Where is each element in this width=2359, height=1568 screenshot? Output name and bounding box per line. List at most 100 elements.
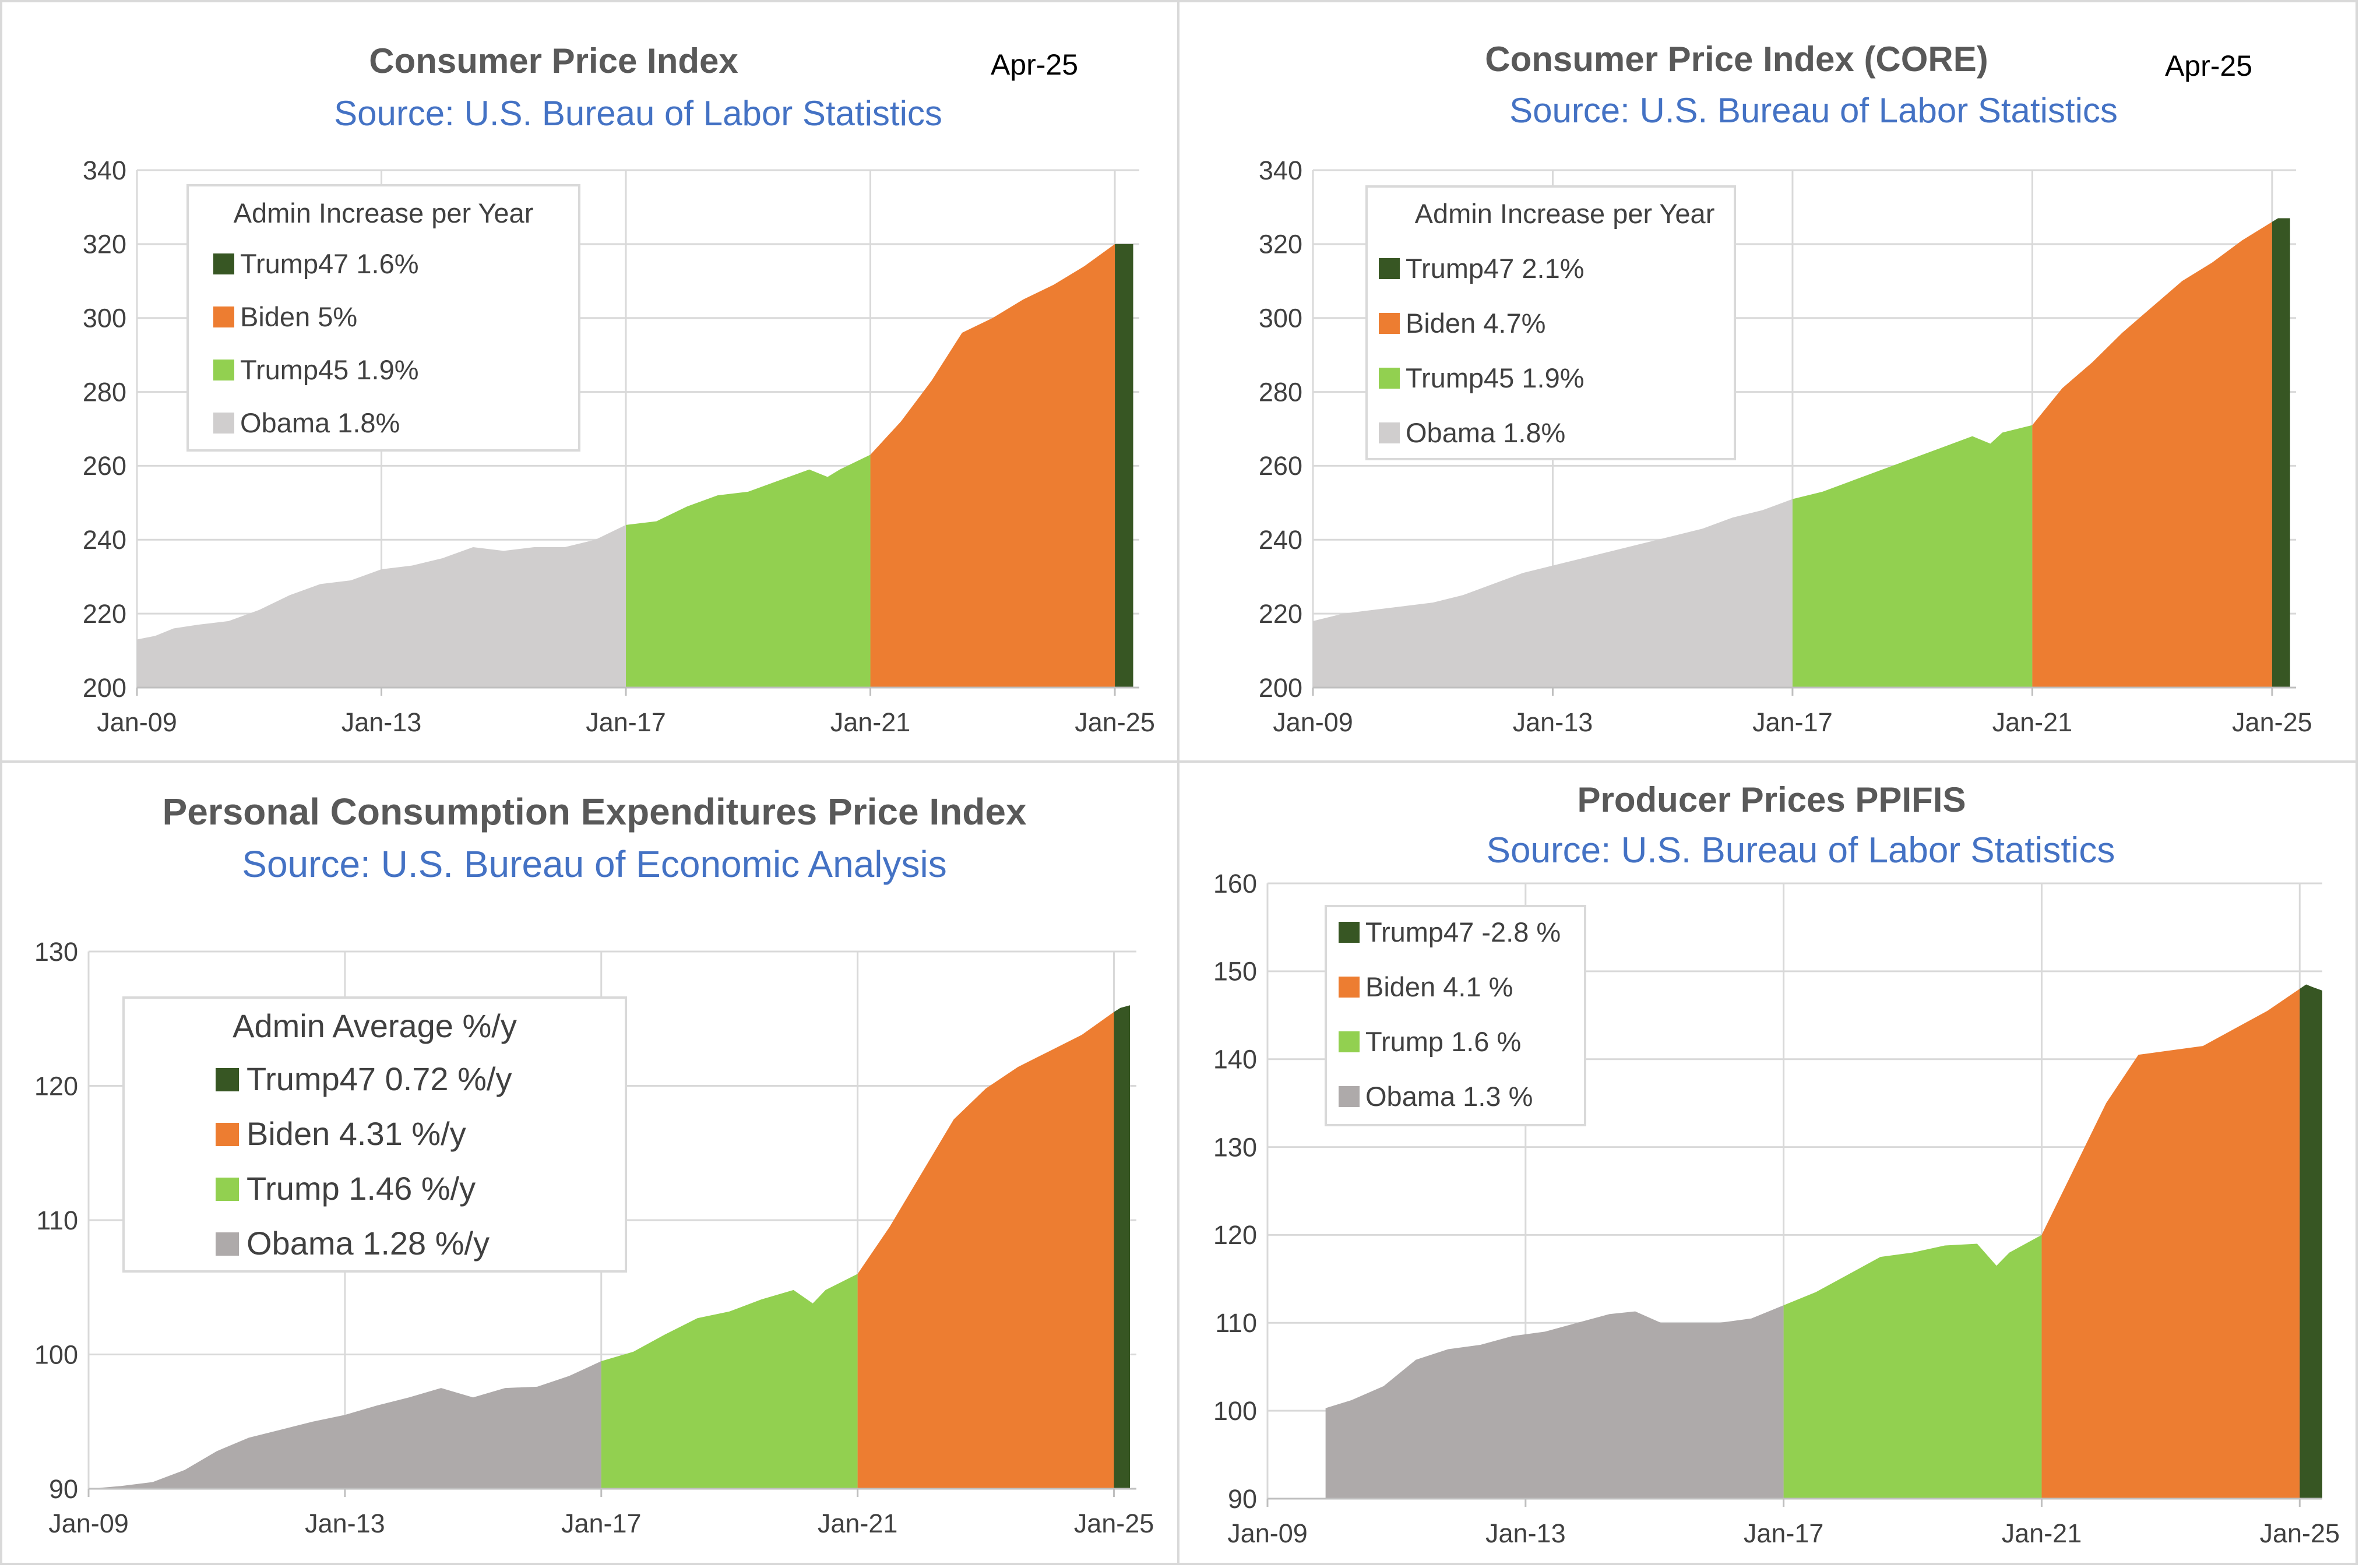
chart-panel-cpi: Consumer Price Index Apr-25 Source: U.S.… bbox=[0, 0, 1180, 763]
y-tick-label: 100 bbox=[1213, 1396, 1257, 1426]
series-area-biden bbox=[2041, 989, 2300, 1499]
legend-swatch-biden bbox=[1379, 313, 1400, 334]
legend-item-biden: Biden 4.31 %/y bbox=[247, 1115, 466, 1152]
y-tick-label: 90 bbox=[49, 1474, 78, 1504]
series-area-trump45 bbox=[1792, 425, 2033, 688]
legend-swatch-trump45 bbox=[1379, 368, 1400, 389]
series-area-trump47 bbox=[2272, 218, 2290, 688]
series-area-biden bbox=[857, 1012, 1114, 1489]
series-area-trump45 bbox=[626, 454, 871, 688]
series-area-trump bbox=[601, 1274, 858, 1489]
chart-title: Consumer Price Index bbox=[369, 41, 738, 80]
y-tick-label: 240 bbox=[83, 525, 126, 555]
series-area-trump47 bbox=[2300, 984, 2322, 1499]
legend-swatch-trump45 bbox=[213, 360, 234, 380]
series-area-trump47 bbox=[1114, 1005, 1131, 1489]
legend-box bbox=[122, 996, 627, 1273]
legend-box bbox=[186, 184, 580, 452]
y-tick-label: 200 bbox=[1259, 673, 1302, 703]
legend-item-obama: Obama 1.8% bbox=[1406, 417, 1565, 448]
y-tick-label: 150 bbox=[1213, 957, 1257, 986]
plot-area: 200 220 240 260 280 300 320 340 Jan-09 Jan-13 Jan-… bbox=[83, 156, 1155, 737]
legend-item-trump: Trump 1.46 %/y bbox=[247, 1170, 476, 1207]
chart-panel-cpi-core: Consumer Price Index (CORE) Apr-25 Sourc… bbox=[1177, 0, 2358, 763]
legend: Admin Average %/y Trump47 0.72 %/y Biden… bbox=[122, 996, 627, 1273]
legend-swatch-trump47 bbox=[1379, 258, 1400, 279]
chart-panel-pce: Personal Consumption Expenditures Price … bbox=[0, 760, 1180, 1565]
y-tick-label: 340 bbox=[83, 156, 126, 185]
series-area-trump47 bbox=[1115, 244, 1133, 688]
x-tick-label: Jan-09 bbox=[1227, 1518, 1308, 1548]
legend-title: Admin Increase per Year bbox=[1415, 198, 1715, 229]
legend-swatch-biden bbox=[213, 306, 234, 327]
legend-item-trump47: Trump47 1.6% bbox=[240, 248, 419, 279]
legend-item-obama: Obama 1.3 % bbox=[1365, 1081, 1533, 1112]
legend-swatch-biden bbox=[216, 1123, 239, 1146]
legend-swatch-trump47 bbox=[213, 253, 234, 274]
y-tick-label: 340 bbox=[1259, 156, 1302, 185]
series-area-biden bbox=[870, 244, 1115, 688]
y-tick-label: 260 bbox=[83, 451, 126, 481]
x-tick-label: Jan-13 bbox=[341, 707, 422, 737]
y-tick-label: 220 bbox=[1259, 599, 1302, 629]
series-area-obama bbox=[137, 524, 626, 688]
y-tick-label: 280 bbox=[83, 377, 126, 407]
x-tick-label: Jan-25 bbox=[1075, 707, 1155, 737]
y-tick-label: 300 bbox=[83, 303, 126, 333]
legend-item-trump45: Trump45 1.9% bbox=[240, 354, 419, 385]
y-tick-label: 220 bbox=[83, 599, 126, 629]
series-area-biden bbox=[2032, 221, 2272, 688]
chart-subtitle: Source: U.S. Bureau of Labor Statistics bbox=[334, 94, 942, 133]
x-tick-label: Jan-17 bbox=[1744, 1518, 1824, 1548]
legend: Admin Increase per Year Trump47 1.6% Bid… bbox=[186, 184, 580, 452]
legend-swatch-trump bbox=[1339, 1031, 1360, 1052]
x-tick-label: Jan-17 bbox=[586, 707, 666, 737]
plot-area: 90 100 110 120 130 140 150 160 Jan-09 Jan-13 Jan-1… bbox=[1213, 869, 2340, 1548]
x-tick-label: Jan-17 bbox=[1752, 707, 1833, 737]
x-tick-label: Jan-25 bbox=[1074, 1509, 1154, 1538]
y-tick-label: 280 bbox=[1259, 377, 1302, 407]
legend-swatch-trump bbox=[216, 1178, 239, 1201]
series-area-obama bbox=[1313, 499, 1793, 688]
legend-item-obama: Obama 1.8% bbox=[240, 407, 400, 438]
y-tick-label: 320 bbox=[83, 230, 126, 259]
series-area-obama bbox=[89, 1361, 601, 1489]
y-tick-label: 260 bbox=[1259, 451, 1302, 481]
legend: Trump47 -2.8 % Biden 4.1 % Trump 1.6 % O… bbox=[1325, 905, 1586, 1126]
legend-item-biden: Biden 4.7% bbox=[1406, 308, 1545, 339]
series-area-obama bbox=[1325, 1305, 1784, 1499]
legend-box bbox=[1365, 185, 1736, 460]
legend-swatch-obama bbox=[216, 1232, 239, 1256]
x-tick-label: Jan-17 bbox=[561, 1509, 642, 1538]
x-tick-label: Jan-21 bbox=[818, 1509, 898, 1538]
y-tick-label: 100 bbox=[34, 1340, 78, 1369]
legend-item-biden: Biden 4.1 % bbox=[1365, 971, 1513, 1002]
y-tick-label: 110 bbox=[36, 1206, 78, 1235]
chart-title: Consumer Price Index (CORE) bbox=[1485, 40, 1988, 79]
y-tick-label: 120 bbox=[1213, 1220, 1257, 1250]
y-tick-label: 130 bbox=[1213, 1132, 1257, 1162]
chart-subtitle: Source: U.S. Bureau of Economic Analysis bbox=[242, 843, 946, 885]
date-label: Apr-25 bbox=[991, 48, 1078, 81]
x-tick-label: Jan-09 bbox=[48, 1509, 129, 1538]
y-tick-label: 120 bbox=[34, 1071, 78, 1101]
legend-swatch-trump47 bbox=[1339, 922, 1360, 943]
x-tick-label: Jan-25 bbox=[2259, 1518, 2340, 1548]
y-tick-label: 320 bbox=[1259, 230, 1302, 259]
legend: Admin Increase per Year Trump47 2.1% Bid… bbox=[1365, 185, 1736, 460]
chart-subtitle: Source: U.S. Bureau of Labor Statistics bbox=[1487, 830, 2115, 871]
x-tick-label: Jan-21 bbox=[1992, 707, 2073, 737]
y-tick-label: 300 bbox=[1259, 303, 1302, 333]
date-label: Apr-25 bbox=[2165, 50, 2252, 82]
x-tick-label: Jan-21 bbox=[2002, 1518, 2082, 1548]
x-tick-label: Jan-09 bbox=[97, 707, 177, 737]
legend-title: Admin Average %/y bbox=[233, 1007, 517, 1044]
legend-item-trump: Trump 1.6 % bbox=[1365, 1026, 1521, 1057]
legend-item-trump47: Trump47 2.1% bbox=[1406, 253, 1585, 284]
x-tick-label: Jan-21 bbox=[830, 707, 911, 737]
y-tick-label: 110 bbox=[1215, 1308, 1257, 1338]
legend-swatch-obama bbox=[1339, 1086, 1360, 1107]
x-tick-label: Jan-13 bbox=[305, 1509, 385, 1538]
x-tick-label: Jan-25 bbox=[2232, 707, 2312, 737]
